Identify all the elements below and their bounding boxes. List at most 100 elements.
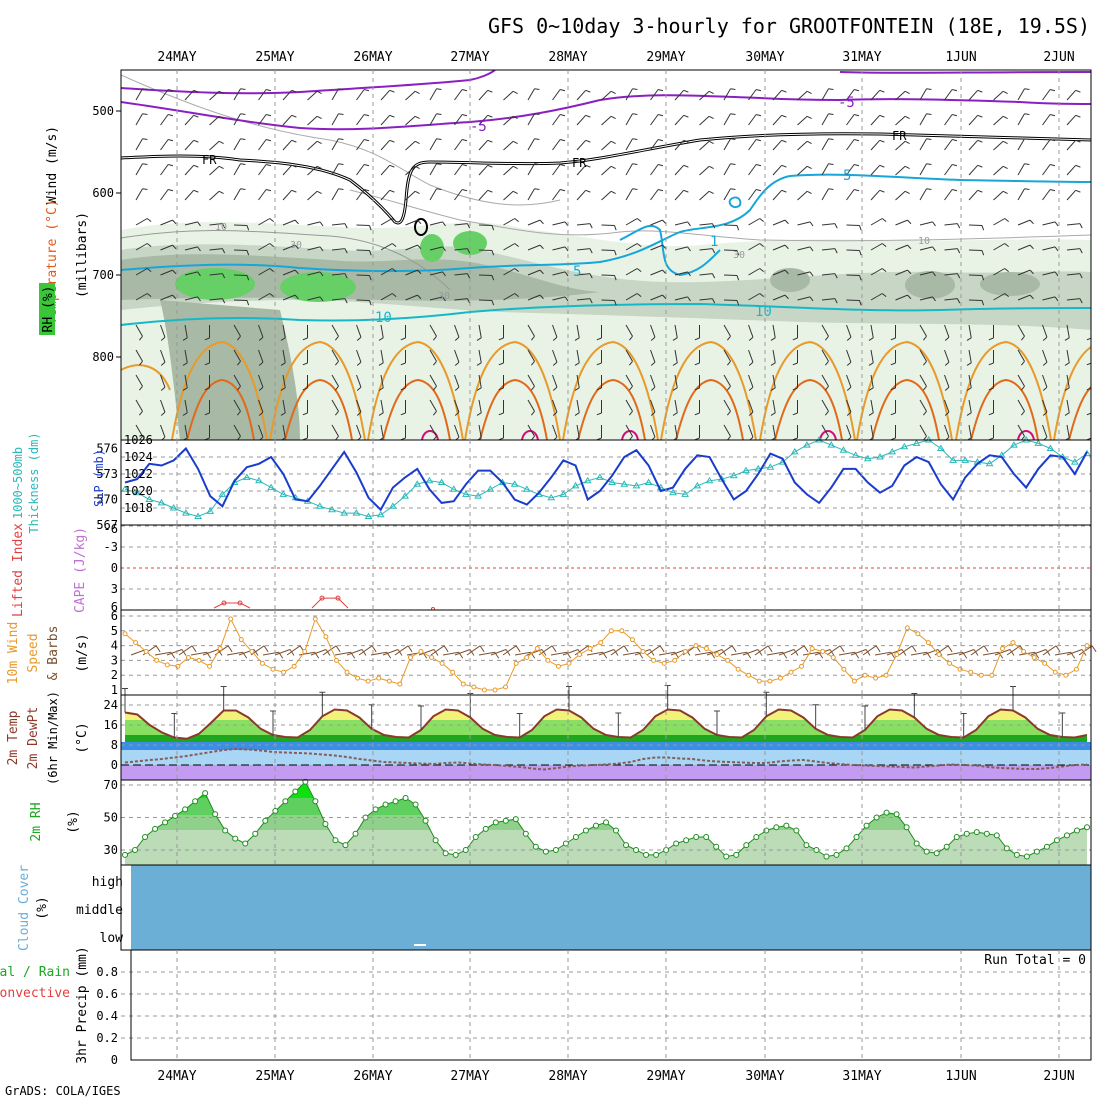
wind-barb	[658, 651, 675, 656]
rh-point	[883, 809, 890, 816]
thickness-point	[1070, 458, 1079, 465]
upper-wind-barb-flag	[1004, 268, 1009, 273]
precip-ylabel-2: Convective	[0, 986, 70, 1001]
thickness-point	[644, 478, 653, 485]
upper-wind-barb-flag	[736, 275, 740, 281]
rh-point	[462, 847, 469, 853]
upper-wind-barb-flag	[378, 362, 384, 366]
upper-wind-barb	[258, 374, 264, 388]
rh-point	[172, 812, 179, 819]
upper-wind-barb	[870, 324, 874, 338]
upper-wind-barb	[625, 324, 633, 337]
upper-wind-barb	[944, 189, 953, 201]
upper-wind-barb	[944, 164, 953, 176]
wind-barb-flag	[1045, 649, 1051, 656]
date-tick-bottom: 27MAY	[450, 1069, 489, 1084]
rh-point	[282, 798, 289, 805]
upper-wind-barb	[478, 140, 489, 151]
rh-point	[582, 827, 589, 834]
wind-point	[386, 678, 392, 684]
upper-wind-barb-flag	[1042, 361, 1048, 366]
upper-wind-barb	[576, 399, 580, 413]
wind-point	[545, 657, 551, 663]
wind-barb-flag	[407, 645, 413, 653]
upper-wind-barb-flag	[432, 335, 437, 341]
upper-wind-barb	[282, 165, 293, 176]
upper-wind-barb	[699, 273, 713, 276]
upper-wind-barb	[184, 424, 188, 438]
axis-tick: 567	[96, 518, 118, 532]
upper-wind-barb-flag	[218, 115, 224, 119]
upper-wind-barb-flag	[756, 188, 762, 192]
upper-wind-barb	[135, 218, 148, 226]
upper-wind-barb	[748, 164, 757, 176]
upper-wind-barb	[380, 243, 393, 251]
upper-wind-barb-flag	[539, 244, 544, 250]
upper-wind-barb-flag	[487, 89, 493, 93]
upper-wind-barb-flag	[417, 269, 422, 275]
upper-wind-barb-flag	[146, 218, 152, 223]
thickness-point	[949, 456, 957, 463]
upper-wind-barb	[968, 165, 979, 176]
upper-wind-barb-flag	[193, 164, 199, 168]
temp-fill-12-16	[125, 735, 1087, 742]
thickness-point	[255, 476, 263, 484]
upper-wind-barb	[135, 268, 148, 276]
upper-wind-barb	[723, 113, 731, 126]
upper-wind-barb	[895, 294, 908, 301]
axis-tick: 3	[111, 653, 118, 667]
upper-wind-barb	[699, 223, 713, 226]
upper-wind-barb	[870, 268, 883, 276]
upper-wind-barb-flag	[926, 88, 932, 90]
upper-wind-barb	[993, 218, 1006, 226]
upper-wind-barb-flag	[977, 189, 983, 193]
upper-wind-barb	[723, 324, 731, 337]
rh-point	[923, 848, 930, 855]
upper-wind-barb-flag	[614, 275, 617, 281]
upper-wind-barb-flag	[344, 298, 348, 304]
temp-ylabel-1: 2m Temp	[6, 710, 21, 765]
axis-tick: 6	[111, 600, 118, 614]
wind-point	[661, 660, 667, 666]
wind-barb-flag	[541, 649, 547, 656]
upper-wind-barb	[919, 163, 927, 176]
upper-wind-barb	[184, 349, 188, 363]
closed-contour-marker	[414, 218, 428, 236]
li-series	[213, 595, 435, 611]
upper-wind-barb-flag	[981, 225, 985, 231]
upper-wind-barb-flag	[193, 89, 199, 93]
bottom-date-axis: 24MAY 25MAY 26MAY 27MAY 28MAY 29MAY 30MAY 31MAY…	[157, 1069, 1074, 1084]
date-tick-bottom: 30MAY	[745, 1069, 784, 1084]
rh-point	[733, 851, 740, 858]
upper-wind-barb	[527, 188, 535, 201]
axis-tick: 6	[111, 609, 118, 623]
wind-barb-flag	[829, 649, 835, 656]
upper-wind-barb	[258, 399, 264, 413]
upper-wind-barb-flag	[1020, 360, 1025, 366]
upper-wind-barb-flag	[338, 188, 344, 190]
wind-point	[999, 646, 1005, 652]
contour-labels: -5 -5 FR FR FR 5 5 1 10 10 10 10 30 30 3…	[202, 95, 930, 326]
rh-point	[252, 830, 259, 837]
wind-barb	[826, 645, 841, 656]
wind-barb	[838, 651, 855, 656]
thickness-point	[985, 459, 994, 467]
upper-wind-barb-flag	[981, 275, 985, 281]
date-tick-bottom: 26MAY	[353, 1069, 392, 1084]
thickness-point	[340, 509, 349, 516]
rh-point	[562, 840, 569, 847]
temp-contour-hot	[186, 378, 1091, 440]
rh-point	[683, 837, 690, 844]
upper-wind-barb-flag	[491, 275, 495, 281]
rh-point	[422, 817, 429, 824]
rh-point	[823, 853, 830, 860]
upper-wind-barb-flag	[806, 115, 812, 119]
date-tick-bottom: 25MAY	[255, 1069, 294, 1084]
upper-wind-barb	[331, 88, 339, 101]
upper-wind-barb-flag	[711, 298, 716, 304]
upper-wind-barb	[944, 324, 950, 338]
upper-wind-barb	[1042, 324, 1048, 338]
rh-point	[1043, 843, 1050, 850]
upper-wind-barb-flag	[770, 362, 776, 366]
